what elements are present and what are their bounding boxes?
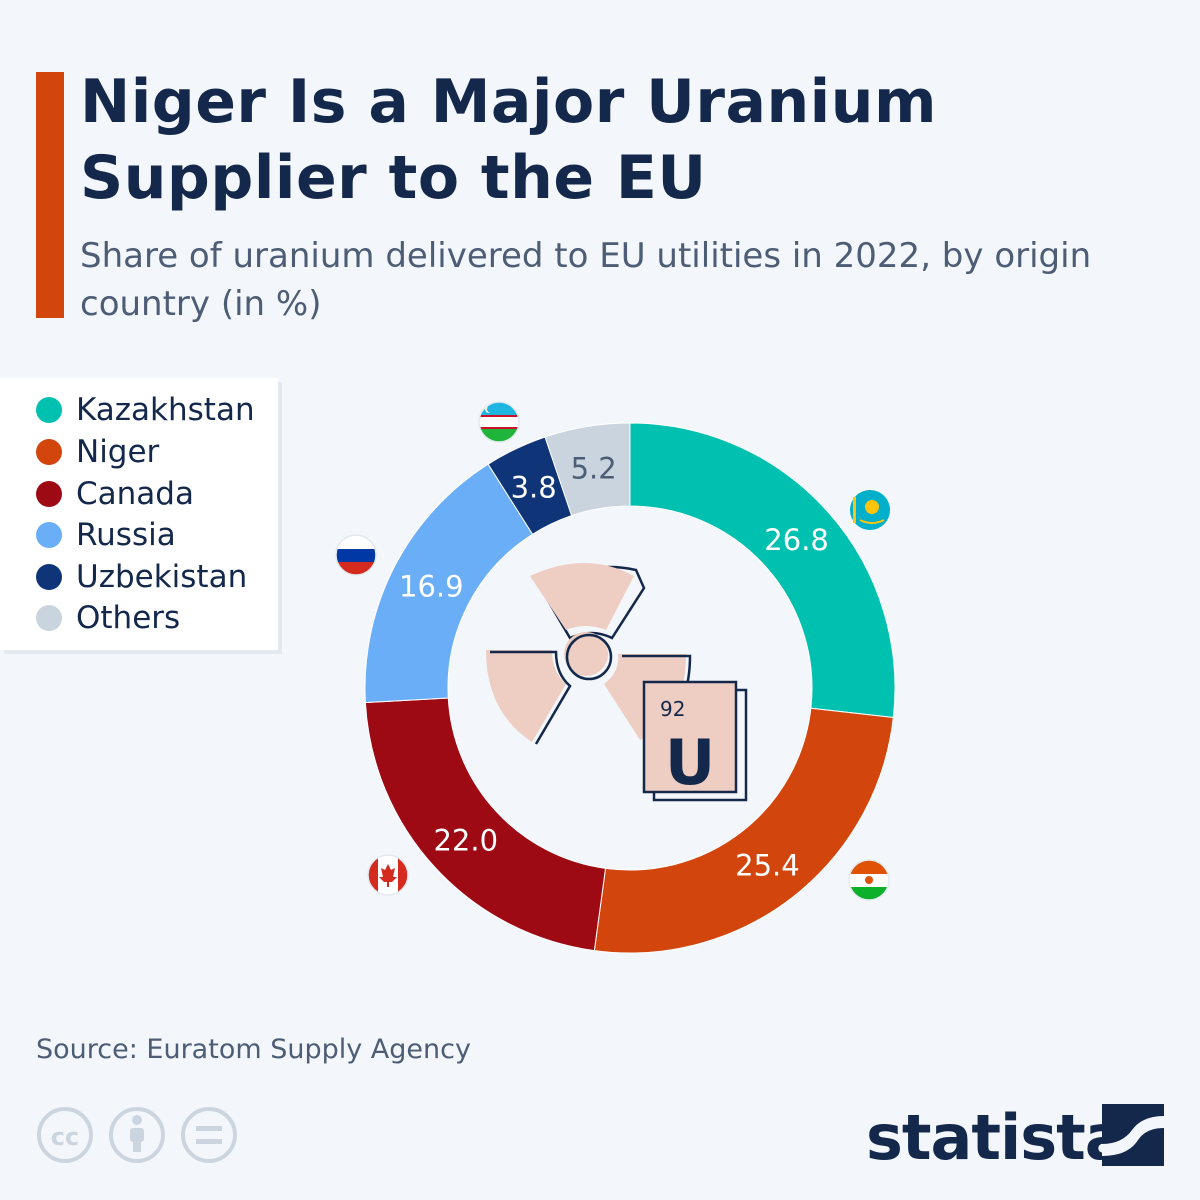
title-accent-bar bbox=[36, 72, 64, 318]
no-derivatives-icon bbox=[181, 1107, 237, 1163]
legend-label: Kazakhstan bbox=[76, 392, 255, 428]
legend-swatch bbox=[36, 481, 62, 507]
value-label-others: 5.2 bbox=[571, 451, 617, 485]
legend-label: Niger bbox=[76, 434, 160, 470]
statista-logo: statista bbox=[866, 1101, 1127, 1174]
svg-text:cc: cc bbox=[51, 1123, 79, 1151]
value-label-canada: 22.0 bbox=[433, 824, 498, 858]
legend-item-uzbekistan: Uzbekistan bbox=[36, 557, 247, 597]
value-label-russia: 16.9 bbox=[399, 570, 464, 604]
legend-swatch bbox=[36, 605, 62, 631]
statista-logo-mark-icon bbox=[1102, 1104, 1164, 1166]
donut-slices bbox=[364, 422, 896, 954]
legend-label: Russia bbox=[76, 517, 176, 553]
donut-slice-niger bbox=[593, 707, 894, 954]
source-note: Source: Euratom Supply Agency bbox=[36, 1034, 471, 1065]
element-symbol: U bbox=[665, 726, 715, 799]
value-label-kazakhstan: 26.8 bbox=[764, 523, 829, 557]
donut-slice-kazakhstan bbox=[629, 422, 896, 719]
legend-label: Canada bbox=[76, 476, 194, 512]
legend-swatch bbox=[36, 522, 62, 548]
legend-label: Uzbekistan bbox=[76, 559, 248, 595]
legend-item-others: Others bbox=[36, 598, 180, 638]
legend-item-canada: Canada bbox=[36, 474, 194, 514]
legend-item-kazakhstan: Kazakhstan bbox=[36, 390, 255, 430]
legend-item-niger: Niger bbox=[36, 432, 159, 472]
legend-swatch bbox=[36, 439, 62, 465]
chart-legend: Kazakhstan Niger Canada Russia Uzbekista… bbox=[0, 378, 278, 650]
canada-flag-icon bbox=[367, 854, 409, 896]
value-label-niger: 25.4 bbox=[735, 848, 800, 882]
niger-flag-icon bbox=[848, 859, 890, 901]
legend-item-russia: Russia bbox=[36, 515, 176, 555]
uranium-element-tile: 92 U bbox=[642, 680, 748, 802]
donut-value-labels: 26.8 25.4 22.0 16.9 3.8 5.2 bbox=[399, 451, 829, 882]
element-atomic-number: 92 bbox=[660, 697, 685, 721]
legend-swatch bbox=[36, 397, 62, 423]
russia-flag-icon bbox=[335, 534, 377, 576]
uzbekistan-flag-icon bbox=[478, 401, 520, 443]
legend-swatch bbox=[36, 564, 62, 590]
donut-slice-others bbox=[544, 422, 631, 517]
value-label-uzbekistan: 3.8 bbox=[511, 470, 557, 504]
cc-icon: cc bbox=[37, 1107, 93, 1163]
attribution-icon bbox=[109, 1107, 165, 1163]
chart-subtitle: Share of uranium delivered to EU utiliti… bbox=[80, 236, 1092, 324]
legend-label: Others bbox=[76, 600, 181, 636]
kazakhstan-flag-icon bbox=[850, 490, 890, 530]
chart-title: Niger Is a Major Uranium Supplier to the… bbox=[80, 67, 937, 213]
